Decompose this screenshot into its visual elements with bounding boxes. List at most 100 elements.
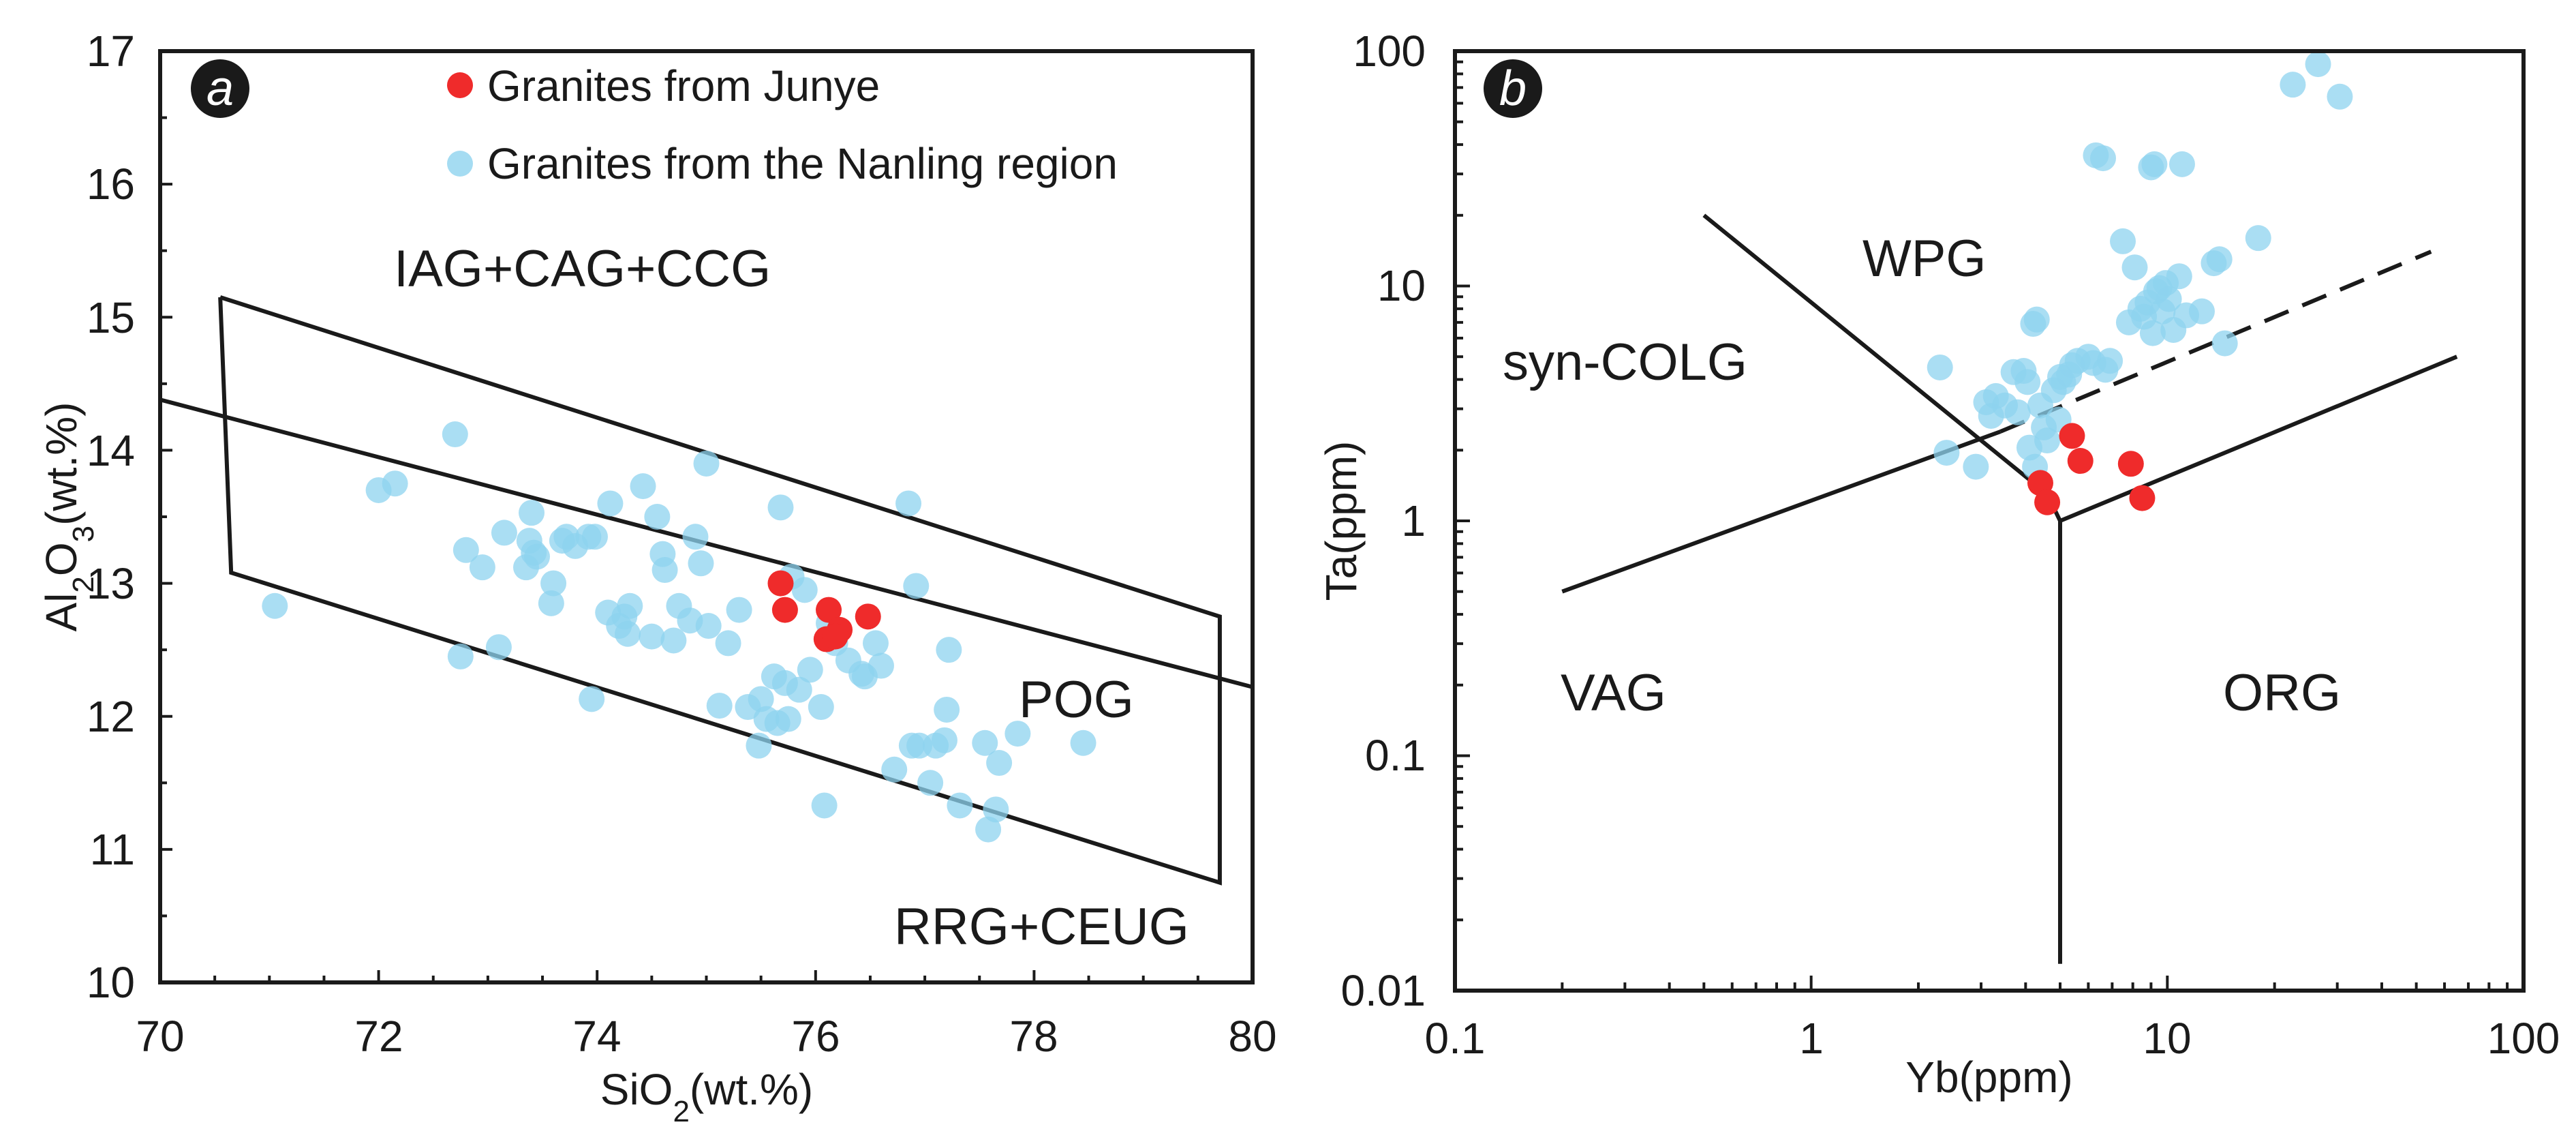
nanling-point	[2139, 320, 2166, 346]
nanling-point	[615, 620, 641, 647]
panel-b-xtick-10: 10	[2143, 1014, 2191, 1063]
legend-label-nanling: Granites from the Nanling region	[487, 139, 1118, 188]
panel-a-ytick-14: 14	[87, 426, 135, 475]
panel-a-yaxis-title: Al2O3(wt.%)	[37, 402, 100, 632]
nanling-point	[2280, 72, 2306, 98]
panel-b-region-syn-colg: syn-COLG	[1503, 333, 1747, 391]
panel-a-region-rrg-ceug: RRG+CEUG	[894, 898, 1189, 956]
nanling-point	[688, 550, 714, 577]
nanling-point	[2121, 254, 2148, 281]
panel-b-ytick-1: 1	[1401, 496, 1426, 545]
nanling-point	[639, 623, 665, 650]
junye-point	[2129, 485, 2156, 511]
panel-a-ticks	[159, 50, 1254, 984]
nanling-point	[746, 732, 772, 759]
panel-b: 0.1 1 10 100 0.01 0.1 1 10 100 Yb(ppm) T…	[1317, 27, 2560, 1102]
nanling-point	[695, 613, 722, 639]
panel-a-ytick-13: 13	[87, 559, 135, 608]
nanling-point	[2110, 228, 2136, 254]
nanling-point	[693, 450, 720, 477]
nanling-point	[934, 696, 960, 723]
nanling-point	[986, 750, 1013, 777]
junye-point	[2067, 448, 2094, 475]
nanling-point	[597, 490, 624, 517]
nanling-point	[903, 573, 930, 599]
panel-b-region-org: ORG	[2223, 664, 2341, 722]
panel-a-ytick-10: 10	[87, 958, 135, 1007]
nanling-point	[2211, 330, 2238, 357]
panel-a: 70 72 74 76 78 80 10 11 12 13 14 15 16 1…	[37, 27, 1277, 1128]
nanling-point	[2166, 263, 2192, 290]
legend-label-junye: Granites from Junye	[487, 61, 880, 110]
nanling-point	[447, 643, 474, 669]
legend: Granites from Junye Granites from the Na…	[447, 61, 1118, 188]
panel-a-xtick-72: 72	[354, 1012, 403, 1061]
nanling-point	[682, 524, 709, 550]
nanling-point	[1963, 453, 1989, 480]
panel-b-letter-badge	[1484, 59, 1542, 118]
nanling-point	[2156, 286, 2182, 312]
nanling-point	[660, 627, 687, 654]
panel-a-xtick-80: 80	[1228, 1012, 1276, 1061]
nanling-point	[579, 686, 605, 712]
nanling-point	[748, 686, 774, 712]
nanling-point	[519, 500, 545, 526]
nanling-point	[540, 570, 567, 597]
panel-a-ytick-12: 12	[87, 692, 135, 741]
nanling-point	[651, 557, 678, 584]
panel-a-ytick-16: 16	[87, 160, 135, 209]
junye-point	[771, 597, 798, 623]
panel-a-letter-badge	[191, 59, 249, 118]
panel-a-points	[262, 421, 1097, 843]
junye-point	[2034, 489, 2061, 515]
panel-b-ticks	[1454, 60, 2509, 992]
nanling-point	[2090, 145, 2117, 172]
nanling-point	[630, 473, 656, 500]
nanling-point	[485, 634, 512, 661]
panel-a-letter: a	[206, 61, 234, 116]
panel-b-ytick-0.01: 0.01	[1340, 966, 1426, 1015]
nanling-point	[2034, 427, 2061, 454]
panel-a-xaxis-title: SiO2(wt.%)	[600, 1065, 813, 1128]
panel-a-region-pog: POG	[1019, 671, 1134, 729]
nanling-point	[524, 543, 551, 570]
nanling-point	[931, 727, 957, 753]
nanling-point	[262, 592, 288, 619]
nanling-point	[2004, 399, 2031, 425]
panel-b-boundary-2	[1561, 430, 2002, 594]
nanling-point	[2014, 369, 2041, 395]
nanling-point	[936, 637, 962, 663]
panel-b-xtick-100: 100	[2487, 1014, 2560, 1063]
nanling-point	[2327, 83, 2353, 110]
panel-a-xtick-70: 70	[136, 1012, 184, 1061]
panel-a-xtick-76: 76	[791, 1012, 840, 1061]
nanling-point	[862, 630, 889, 657]
nanling-point	[1070, 729, 1097, 756]
nanling-point	[2206, 246, 2233, 273]
nanling-point	[2141, 151, 2168, 177]
panel-b-letter: b	[1499, 61, 1527, 116]
nanling-point	[881, 756, 908, 783]
nanling-point	[2168, 151, 2195, 177]
junye-point	[816, 597, 842, 623]
nanling-point	[947, 792, 973, 819]
nanling-point	[2023, 306, 2050, 333]
panel-b-xtick-1: 1	[1799, 1014, 1824, 1063]
panel-a-boundary-2	[218, 295, 1222, 886]
nanling-point	[2097, 348, 2123, 374]
nanling-point	[581, 524, 608, 550]
panel-a-ytick-11: 11	[90, 825, 135, 874]
junye-point	[855, 603, 881, 630]
nanling-point	[538, 590, 564, 616]
nanling-point	[791, 577, 818, 603]
legend-marker-nanling	[447, 151, 473, 177]
nanling-point	[617, 592, 643, 619]
panel-b-boundaries	[1561, 213, 2458, 964]
nanling-point	[2245, 225, 2271, 252]
panel-a-region-iag-cag-ccg: IAG+CAG+CCG	[394, 240, 771, 298]
nanling-point	[442, 421, 468, 448]
nanling-point	[706, 693, 733, 719]
panel-b-points	[1927, 51, 2353, 515]
panel-b-frame	[1453, 49, 2526, 993]
